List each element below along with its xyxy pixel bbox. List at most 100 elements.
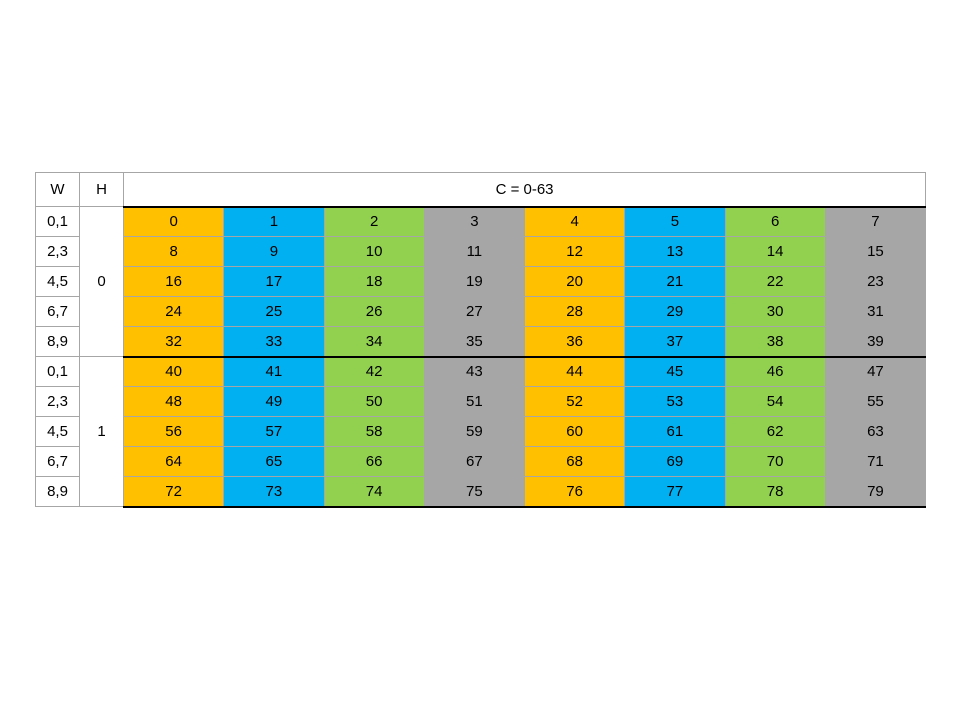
table-row: 4,5 16 17 18 19 20 21 22 23 bbox=[35, 266, 927, 297]
data-cell: 50 bbox=[323, 386, 425, 417]
data-cell: 73 bbox=[223, 476, 325, 508]
data-cell: 38 bbox=[724, 326, 826, 358]
data-cell: 26 bbox=[323, 296, 425, 327]
table-row: 0,1 0 0 1 2 3 4 5 6 7 bbox=[35, 205, 927, 357]
data-cell: 57 bbox=[223, 416, 325, 447]
data-cell: 30 bbox=[724, 296, 826, 327]
data-cell: 23 bbox=[824, 266, 927, 297]
data-cell: 68 bbox=[523, 446, 626, 477]
data-cell: 46 bbox=[724, 355, 826, 387]
w-label-cell: 0,1 bbox=[35, 356, 80, 387]
data-cell: 56 bbox=[122, 416, 225, 447]
header-cell-w: W bbox=[35, 172, 80, 207]
data-cell: 32 bbox=[122, 326, 225, 358]
data-cell: 6 bbox=[724, 205, 826, 237]
data-cell: 9 bbox=[223, 236, 325, 267]
data-cell: 51 bbox=[423, 386, 526, 417]
data-cell: 35 bbox=[423, 326, 526, 358]
data-cell: 64 bbox=[122, 446, 225, 477]
table-row: 0,1 1 40 41 42 43 44 45 46 47 bbox=[35, 355, 927, 507]
data-cell: 29 bbox=[624, 296, 726, 327]
data-cell: 54 bbox=[724, 386, 826, 417]
h-label-cell: 0 bbox=[79, 206, 124, 357]
data-cell: 63 bbox=[824, 416, 927, 447]
data-cell: 74 bbox=[323, 476, 425, 508]
data-cell: 71 bbox=[824, 446, 927, 477]
data-cell: 60 bbox=[523, 416, 626, 447]
data-cell: 24 bbox=[122, 296, 225, 327]
data-cell: 43 bbox=[423, 355, 526, 387]
data-cell: 41 bbox=[223, 355, 325, 387]
data-cell: 52 bbox=[523, 386, 626, 417]
data-cell: 75 bbox=[423, 476, 526, 508]
w-label-cell: 8,9 bbox=[35, 476, 80, 507]
data-cell: 45 bbox=[624, 355, 726, 387]
data-cell: 4 bbox=[523, 205, 626, 237]
data-cell: 27 bbox=[423, 296, 526, 327]
header-cell-h: H bbox=[79, 172, 124, 207]
data-cell: 34 bbox=[323, 326, 425, 358]
header-cell-c-range: C = 0-63 bbox=[122, 172, 927, 207]
data-cell: 72 bbox=[122, 476, 225, 508]
data-cell: 37 bbox=[624, 326, 726, 358]
data-cell: 13 bbox=[624, 236, 726, 267]
table-row: 8,9 72 73 74 75 76 77 78 79 bbox=[35, 476, 927, 508]
data-cell: 28 bbox=[523, 296, 626, 327]
data-cell: 7 bbox=[824, 205, 927, 237]
data-cell: 14 bbox=[724, 236, 826, 267]
data-cell: 3 bbox=[423, 205, 526, 237]
w-label-cell: 0,1 bbox=[35, 206, 80, 237]
data-cell: 18 bbox=[323, 266, 425, 297]
data-cell: 65 bbox=[223, 446, 325, 477]
table-row: 4,5 56 57 58 59 60 61 62 63 bbox=[35, 416, 927, 447]
w-label-cell: 4,5 bbox=[35, 266, 80, 297]
data-cell: 40 bbox=[122, 355, 225, 387]
w-label-cell: 6,7 bbox=[35, 296, 80, 327]
table-row: 6,7 64 65 66 67 68 69 70 71 bbox=[35, 446, 927, 477]
data-cell: 25 bbox=[223, 296, 325, 327]
data-cell: 21 bbox=[624, 266, 726, 297]
data-cell: 36 bbox=[523, 326, 626, 358]
table-row: 6,7 24 25 26 27 28 29 30 31 bbox=[35, 296, 927, 327]
table-row: 2,3 8 9 10 11 12 13 14 15 bbox=[35, 236, 927, 267]
data-cell: 77 bbox=[624, 476, 726, 508]
data-cell: 17 bbox=[223, 266, 325, 297]
data-cell: 31 bbox=[824, 296, 927, 327]
data-cell: 69 bbox=[624, 446, 726, 477]
data-cell: 49 bbox=[223, 386, 325, 417]
data-cell: 44 bbox=[523, 355, 626, 387]
w-label-cell: 8,9 bbox=[35, 326, 80, 357]
data-cell: 39 bbox=[824, 326, 927, 358]
data-cell: 78 bbox=[724, 476, 826, 508]
data-cell: 67 bbox=[423, 446, 526, 477]
data-cell: 11 bbox=[423, 236, 526, 267]
data-cell: 19 bbox=[423, 266, 526, 297]
w-label-cell: 2,3 bbox=[35, 386, 80, 417]
data-cell: 79 bbox=[824, 476, 927, 508]
data-cell: 5 bbox=[624, 205, 726, 237]
data-cell: 0 bbox=[122, 205, 225, 237]
data-cell: 76 bbox=[523, 476, 626, 508]
data-cell: 53 bbox=[624, 386, 726, 417]
data-cell: 59 bbox=[423, 416, 526, 447]
data-cell: 66 bbox=[323, 446, 425, 477]
data-cell: 15 bbox=[824, 236, 927, 267]
data-cell: 8 bbox=[122, 236, 225, 267]
table-row: 8,9 32 33 34 35 36 37 38 39 bbox=[35, 326, 927, 358]
w-label-cell: 2,3 bbox=[35, 236, 80, 267]
data-cell: 42 bbox=[323, 355, 425, 387]
data-cell: 16 bbox=[122, 266, 225, 297]
data-cell: 12 bbox=[523, 236, 626, 267]
data-cell: 55 bbox=[824, 386, 927, 417]
data-cell: 47 bbox=[824, 355, 927, 387]
data-cell: 1 bbox=[223, 205, 325, 237]
data-cell: 2 bbox=[323, 205, 425, 237]
data-cell: 70 bbox=[724, 446, 826, 477]
data-cell: 58 bbox=[323, 416, 425, 447]
w-label-cell: 6,7 bbox=[35, 446, 80, 477]
table-row: 2,3 48 49 50 51 52 53 54 55 bbox=[35, 386, 927, 417]
w-label-cell: 4,5 bbox=[35, 416, 80, 447]
